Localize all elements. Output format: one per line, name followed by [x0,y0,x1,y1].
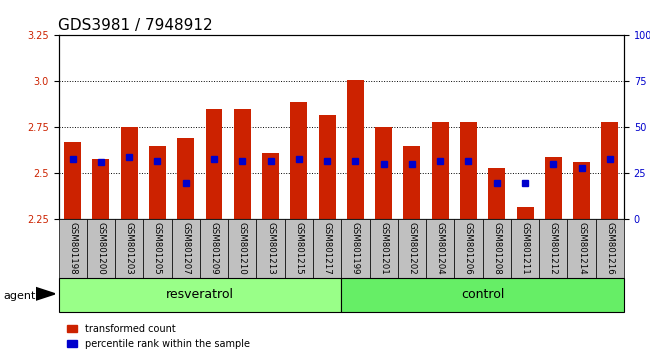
Bar [262,153,279,219]
FancyBboxPatch shape [369,219,398,278]
FancyBboxPatch shape [200,219,228,278]
Text: GSM801216: GSM801216 [605,222,614,275]
Legend: transformed count, percentile rank within the sample: transformed count, percentile rank withi… [63,320,254,353]
FancyBboxPatch shape [454,219,482,278]
FancyBboxPatch shape [228,219,256,278]
Text: GSM801201: GSM801201 [379,222,388,275]
Bar [545,157,562,219]
Text: GDS3981 / 7948912: GDS3981 / 7948912 [58,18,213,33]
FancyBboxPatch shape [567,219,596,278]
Text: GSM801207: GSM801207 [181,222,190,275]
Text: GSM801203: GSM801203 [125,222,134,275]
Bar [460,122,477,219]
Bar [375,127,392,219]
FancyBboxPatch shape [313,219,341,278]
FancyBboxPatch shape [172,219,200,278]
Text: GSM801211: GSM801211 [521,222,530,275]
Text: resveratrol: resveratrol [166,288,234,301]
Text: GSM801198: GSM801198 [68,222,77,275]
Text: GSM801208: GSM801208 [492,222,501,275]
FancyBboxPatch shape [596,219,624,278]
FancyBboxPatch shape [256,219,285,278]
Text: GSM801199: GSM801199 [351,222,360,275]
FancyBboxPatch shape [540,219,567,278]
FancyBboxPatch shape [87,219,115,278]
FancyBboxPatch shape [115,219,143,278]
Bar [121,127,138,219]
Text: agent: agent [3,291,36,301]
Bar [432,122,448,219]
FancyBboxPatch shape [482,219,511,278]
Text: GSM801213: GSM801213 [266,222,275,275]
Text: GSM801205: GSM801205 [153,222,162,275]
Bar [404,146,421,219]
FancyBboxPatch shape [341,219,369,278]
FancyBboxPatch shape [285,219,313,278]
Text: GSM801200: GSM801200 [96,222,105,275]
Text: GSM801209: GSM801209 [209,222,218,275]
FancyBboxPatch shape [426,219,454,278]
Text: GSM801214: GSM801214 [577,222,586,275]
Bar [517,207,534,219]
FancyBboxPatch shape [511,219,540,278]
FancyBboxPatch shape [341,278,624,312]
Text: GSM801202: GSM801202 [408,222,417,275]
Bar [488,168,505,219]
Text: control: control [461,288,504,301]
FancyBboxPatch shape [58,278,341,312]
Text: GSM801210: GSM801210 [238,222,247,275]
FancyBboxPatch shape [58,219,87,278]
Text: GSM801217: GSM801217 [322,222,332,275]
Bar [64,142,81,219]
Bar [573,162,590,219]
Bar [149,146,166,219]
Bar [601,122,618,219]
Bar [234,109,251,219]
Bar [92,159,109,219]
FancyBboxPatch shape [398,219,426,278]
Bar [177,138,194,219]
FancyBboxPatch shape [143,219,172,278]
Text: GSM801206: GSM801206 [464,222,473,275]
Bar [291,102,307,219]
Polygon shape [36,287,55,300]
Bar [347,80,364,219]
Text: GSM801204: GSM801204 [436,222,445,275]
Text: GSM801215: GSM801215 [294,222,304,275]
Bar [205,109,222,219]
Bar [318,115,335,219]
Text: GSM801212: GSM801212 [549,222,558,275]
